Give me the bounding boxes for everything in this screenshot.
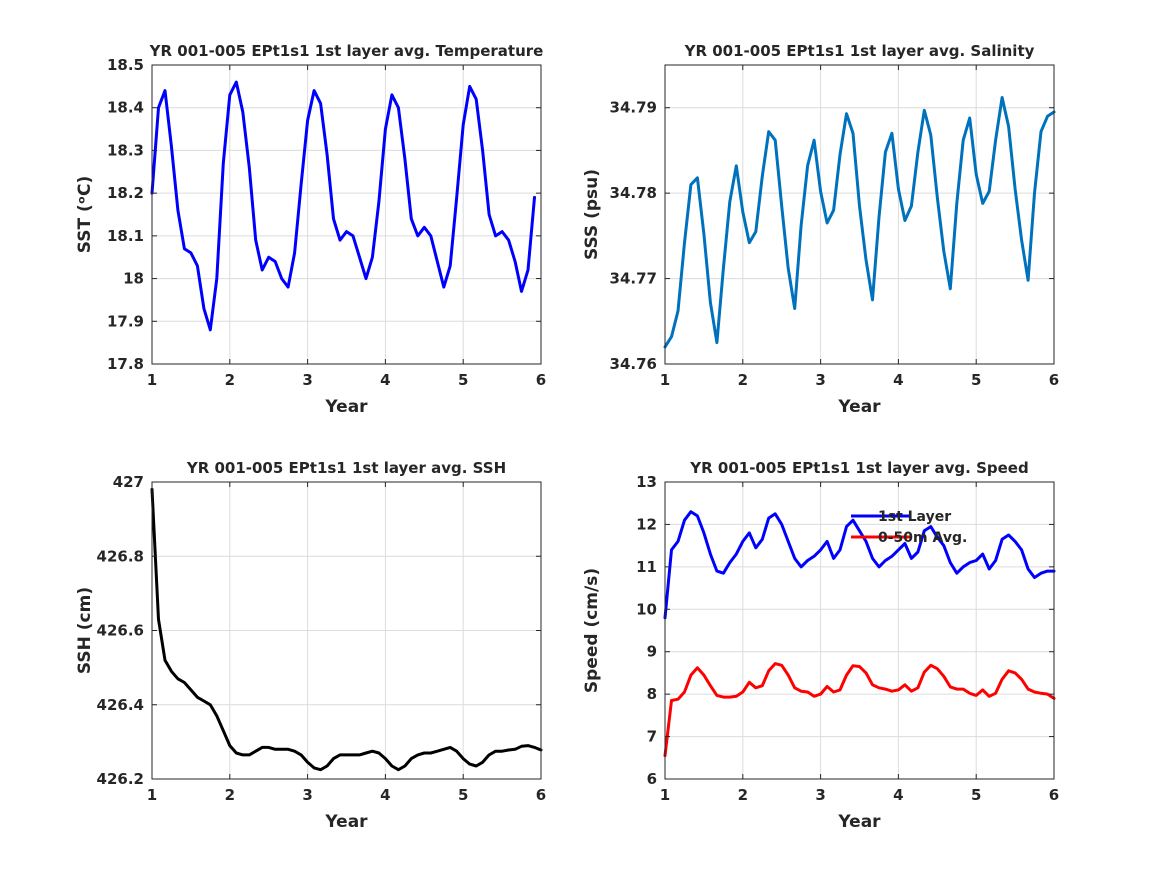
x-tick-label: 6 bbox=[1049, 786, 1059, 804]
y-tick-label: 34.78 bbox=[610, 184, 657, 202]
y-tick-label: 10 bbox=[636, 600, 657, 618]
x-tick-label: 1 bbox=[660, 371, 670, 389]
x-tick-label: 2 bbox=[225, 371, 235, 389]
x-axis-label: Year bbox=[324, 397, 368, 417]
x-tick-label: 5 bbox=[458, 786, 468, 804]
y-tick-label: 17.8 bbox=[107, 355, 144, 373]
y-tick-label: 18 bbox=[123, 270, 144, 288]
y-tick-label: 18.4 bbox=[107, 99, 144, 117]
plot-area bbox=[152, 65, 541, 364]
x-tick-label: 1 bbox=[660, 786, 670, 804]
x-tick-label: 4 bbox=[380, 371, 390, 389]
y-tick-label: 12 bbox=[636, 515, 657, 533]
x-axis-label: Year bbox=[837, 397, 881, 417]
y-tick-label: 6 bbox=[647, 770, 657, 788]
series-line-1 bbox=[150, 487, 543, 772]
x-tick-label: 3 bbox=[302, 371, 312, 389]
y-tick-label: 8 bbox=[647, 685, 657, 703]
y-axis-label: SSS (psu) bbox=[582, 169, 602, 260]
y-tick-label: 18.2 bbox=[107, 184, 144, 202]
axes-frame bbox=[664, 481, 1055, 780]
x-tick-label: 3 bbox=[815, 786, 825, 804]
x-tick-label: 4 bbox=[380, 786, 390, 804]
y-tick-label: 34.77 bbox=[610, 270, 657, 288]
x-tick-label: 1 bbox=[147, 371, 157, 389]
y-tick-label: 18.5 bbox=[107, 56, 144, 74]
axes-frame bbox=[151, 64, 542, 365]
x-tick-label: 5 bbox=[971, 786, 981, 804]
chart-title: YR 001-005 EPt1s1 1st layer avg. SSH bbox=[186, 459, 506, 477]
x-tick-label: 5 bbox=[458, 371, 468, 389]
y-tick-label: 17.9 bbox=[107, 312, 144, 330]
y-tick-label: 427 bbox=[113, 473, 144, 491]
x-tick-label: 5 bbox=[971, 371, 981, 389]
x-tick-label: 6 bbox=[536, 371, 546, 389]
x-tick-label: 6 bbox=[1049, 371, 1059, 389]
x-tick-label: 4 bbox=[893, 371, 903, 389]
series-line-1 bbox=[663, 96, 1056, 349]
y-axis-label: SSH (cm) bbox=[75, 587, 95, 674]
y-tick-label: 426.8 bbox=[97, 547, 144, 565]
x-tick-label: 4 bbox=[893, 786, 903, 804]
chart-title: YR 001-005 EPt1s1 1st layer avg. Tempera… bbox=[149, 42, 544, 60]
y-tick-label: 18.1 bbox=[107, 227, 144, 245]
x-tick-label: 2 bbox=[738, 786, 748, 804]
chart-title: YR 001-005 EPt1s1 1st layer avg. Speed bbox=[689, 459, 1028, 477]
series-line-0-50m-avg- bbox=[663, 662, 1056, 758]
x-tick-label: 1 bbox=[147, 786, 157, 804]
y-axis-label: SST (ᵒC) bbox=[75, 176, 95, 254]
x-tick-label: 3 bbox=[815, 371, 825, 389]
x-tick-label: 3 bbox=[302, 786, 312, 804]
y-tick-label: 34.79 bbox=[610, 99, 657, 117]
plot-area bbox=[665, 482, 1054, 779]
y-tick-label: 34.76 bbox=[610, 355, 657, 373]
x-tick-label: 6 bbox=[536, 786, 546, 804]
chart-panel-1: 1 2 3 4 5 6 17.8 17.9 18 18.1 18.2 18.3 18.4 18.5 YR 0… bbox=[75, 42, 546, 417]
y-tick-label: 426.4 bbox=[97, 696, 144, 714]
series-line-1st-layer bbox=[663, 510, 1056, 620]
y-tick-label: 9 bbox=[647, 643, 657, 661]
series-line-1 bbox=[150, 80, 536, 332]
y-axis-label: Speed (cm/s) bbox=[582, 568, 602, 693]
x-axis-label: Year bbox=[837, 812, 881, 832]
chart-panel-3: 1 2 3 4 5 6 426.2 426.4 426.6 426.8 427 YR 001-005 … bbox=[75, 459, 546, 832]
y-tick-label: 13 bbox=[636, 473, 657, 491]
x-tick-label: 2 bbox=[225, 786, 235, 804]
axes-frame bbox=[664, 64, 1055, 365]
legend-label: 1st Layer bbox=[878, 509, 951, 525]
y-tick-label: 426.6 bbox=[97, 622, 144, 640]
chart-title: YR 001-005 EPt1s1 1st layer avg. Salinit… bbox=[684, 42, 1035, 60]
x-tick-label: 2 bbox=[738, 371, 748, 389]
legend-label: 0-50m Avg. bbox=[878, 530, 967, 546]
chart-panel-2: 1 2 3 4 5 6 34.76 34.77 34.78 34.79 YR 001-005 EPt… bbox=[582, 42, 1059, 417]
y-tick-label: 426.2 bbox=[97, 770, 144, 788]
x-axis-label: Year bbox=[324, 812, 368, 832]
y-tick-label: 18.3 bbox=[107, 141, 144, 159]
y-tick-label: 11 bbox=[636, 558, 657, 576]
legend: 1st Layer 0-50m Avg. bbox=[851, 509, 967, 546]
y-tick-label: 7 bbox=[647, 728, 657, 746]
